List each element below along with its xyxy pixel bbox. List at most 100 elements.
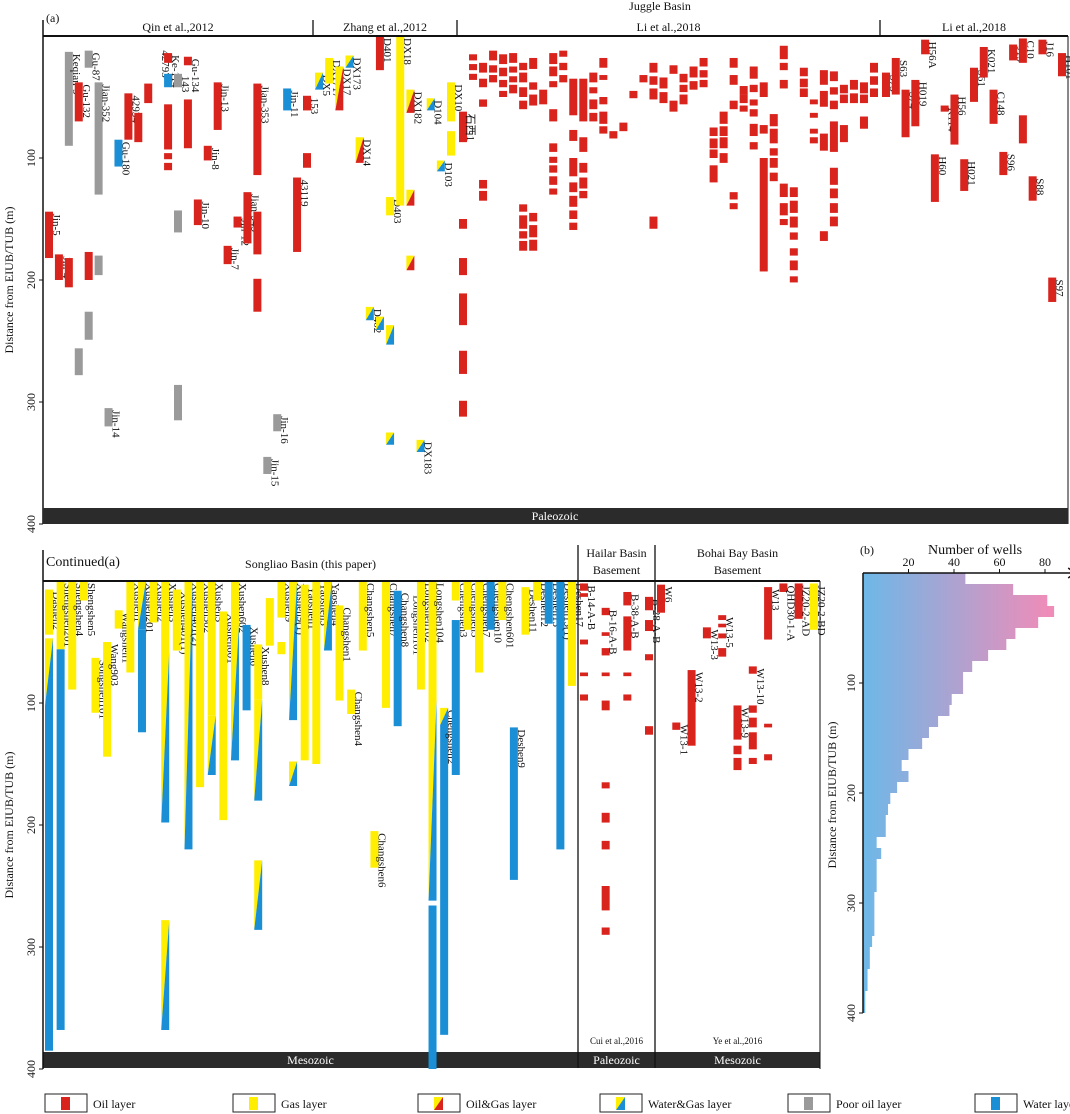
oil-layer-mark — [509, 76, 518, 83]
histogram-bar — [863, 914, 875, 925]
y-tick-label: 400 — [24, 1060, 38, 1078]
gas-layer-mark — [277, 581, 286, 618]
gas-layer-mark — [498, 581, 507, 621]
oil-layer-mark — [629, 90, 638, 99]
histogram-bar — [863, 606, 1055, 617]
well-label: Jin-13 — [219, 84, 231, 112]
panel-b-label: (b) — [860, 543, 874, 557]
oil-layer-mark — [799, 88, 808, 97]
oil-layer-mark — [657, 584, 665, 613]
oil-layer-mark — [789, 216, 798, 228]
oil-layer-mark — [749, 66, 758, 79]
water-layer-mark — [137, 629, 146, 733]
oil-layer-mark — [519, 72, 528, 83]
oil-layer-mark — [749, 109, 758, 117]
water-gas-layer-gas-part — [323, 581, 332, 651]
oil-layer-mark — [569, 158, 578, 177]
oil-layer-mark — [718, 648, 727, 657]
oil-layer-mark — [749, 142, 758, 150]
oil-layer-mark — [549, 188, 558, 195]
oil-layer-mark — [549, 53, 558, 65]
oil-layer-mark — [253, 83, 262, 176]
oil-layer-mark — [940, 105, 949, 112]
oil-layer-mark — [759, 82, 768, 97]
gas-layer-mark — [249, 1097, 258, 1110]
section-title: Zhang et al.,2012 — [343, 20, 427, 34]
oil-layer-mark — [769, 158, 778, 168]
oil-layer-mark — [779, 45, 788, 60]
well-label: W13-9 — [739, 707, 751, 738]
oil-layer-mark — [479, 62, 488, 73]
oil-layer-mark — [729, 203, 738, 210]
oil-layer-mark — [623, 694, 632, 701]
water-gas-layer-mark — [254, 860, 263, 930]
x-tick-label: 80 — [1039, 555, 1051, 569]
oil-layer-mark — [183, 99, 192, 149]
oil-layer-mark — [709, 138, 718, 149]
oil-layer-mark — [769, 114, 778, 127]
oil-layer-mark — [687, 670, 696, 746]
oil-layer-mark — [213, 82, 222, 130]
poor-oil-layer-mark — [804, 1097, 813, 1110]
oil-layer-mark — [679, 73, 688, 83]
oil-layer-mark — [164, 104, 173, 150]
oil-layer-mark — [601, 632, 610, 636]
oil-layer-mark — [829, 100, 838, 110]
panel-a-label: (a) — [46, 11, 59, 25]
oil-layer-mark — [779, 183, 788, 198]
oil-layer-mark — [702, 627, 711, 639]
water-gas-layer-gas-part — [161, 920, 170, 1030]
well-label: DX173 — [350, 58, 362, 91]
gas-layer-mark — [451, 581, 460, 601]
histogram-bar — [863, 980, 868, 991]
oil-layer-mark — [549, 66, 558, 77]
poor-oil-layer-mark — [174, 73, 182, 88]
oil-layer-mark — [859, 116, 868, 129]
histogram-bar — [863, 925, 875, 936]
oil-layer-mark — [459, 111, 467, 143]
oil-layer-mark — [749, 99, 758, 106]
oil-layer-mark — [719, 126, 728, 137]
poor-oil-layer-mark — [104, 408, 113, 427]
oil-layer-mark — [559, 50, 568, 57]
era-label: Paleozoic — [532, 509, 579, 523]
oil-layer-mark — [639, 75, 648, 83]
era-band — [655, 1052, 820, 1068]
gas-layer-mark — [386, 197, 395, 216]
oil-layer-mark — [809, 99, 818, 105]
oil-layer-mark — [819, 90, 828, 107]
oil-layer-mark — [659, 92, 668, 104]
oil-layer-mark — [718, 633, 727, 639]
citation: Ye et al.,2016 — [713, 1036, 763, 1046]
water-gas-layer-gas-part — [137, 581, 146, 630]
oil-layer-mark — [589, 87, 598, 94]
water-gas-layer-gas-part — [440, 707, 449, 725]
gas-layer-mark — [325, 57, 334, 84]
oil-layer-mark — [649, 216, 658, 229]
well-label: H56 — [955, 97, 967, 116]
oil-layer-mark — [579, 190, 588, 199]
histogram-bar — [863, 903, 875, 914]
section-title: Li et al.,2018 — [942, 20, 1006, 34]
oil-layer-mark — [911, 79, 920, 127]
oil-layer-mark — [569, 195, 578, 207]
gas-layer-mark — [447, 82, 455, 122]
oil-layer-mark — [601, 782, 610, 789]
oil-layer-mark — [569, 210, 578, 219]
histogram-bar — [863, 958, 870, 969]
water-gas-layer-gas-part — [416, 439, 425, 453]
histogram-bar — [863, 936, 873, 947]
oil-layer-mark — [253, 278, 262, 312]
histogram-bar — [863, 694, 952, 705]
oil-layer-mark — [529, 225, 538, 238]
gas-layer-mark — [103, 642, 112, 757]
oil-layer-mark — [779, 203, 788, 216]
well-label: Jin-15 — [268, 459, 280, 487]
section-title: Li et al.,2018 — [637, 20, 701, 34]
water-gas-layer-gas-part — [365, 306, 374, 321]
oil-gas-layer-gas-part — [406, 255, 415, 271]
oil-layer-mark — [569, 78, 578, 116]
well-label: W13 — [769, 589, 781, 611]
oil-layer-mark — [529, 94, 538, 106]
oil-layer-mark — [479, 99, 488, 107]
